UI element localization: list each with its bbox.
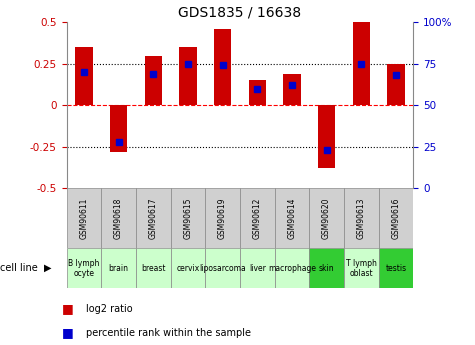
Bar [171, 188, 205, 248]
Text: GSM90615: GSM90615 [183, 197, 192, 239]
Text: GSM90612: GSM90612 [253, 198, 262, 239]
Text: ■: ■ [62, 326, 74, 339]
Text: breast: breast [141, 264, 165, 273]
Bar [205, 248, 240, 288]
Bar [179, 47, 197, 105]
Text: GSM90614: GSM90614 [287, 197, 296, 239]
Text: cell line  ▶: cell line ▶ [0, 263, 51, 273]
Text: liver: liver [249, 264, 266, 273]
Bar [275, 188, 309, 248]
Bar [75, 47, 93, 105]
Bar [171, 248, 205, 288]
Bar [344, 248, 379, 288]
Title: GDS1835 / 16638: GDS1835 / 16638 [178, 6, 302, 20]
Bar [205, 188, 240, 248]
Bar [309, 248, 344, 288]
Bar [144, 56, 162, 105]
Text: log2 ratio: log2 ratio [86, 304, 132, 314]
Bar [344, 188, 379, 248]
Bar [318, 105, 335, 168]
Bar [66, 248, 101, 288]
Bar [240, 248, 275, 288]
Text: GSM90619: GSM90619 [218, 197, 227, 239]
Bar [240, 188, 275, 248]
Bar [352, 22, 370, 105]
Text: GSM90613: GSM90613 [357, 197, 366, 239]
Bar [248, 80, 266, 105]
Text: GSM90618: GSM90618 [114, 198, 123, 239]
Text: T lymph
oblast: T lymph oblast [346, 258, 377, 278]
Bar [283, 74, 301, 105]
Text: cervix: cervix [176, 264, 200, 273]
Text: GSM90620: GSM90620 [322, 197, 331, 239]
Text: percentile rank within the sample: percentile rank within the sample [86, 328, 250, 338]
Bar [101, 248, 136, 288]
Bar [275, 248, 309, 288]
Text: testis: testis [385, 264, 407, 273]
Bar [101, 188, 136, 248]
Bar [214, 29, 231, 105]
Bar [110, 105, 127, 151]
Bar [136, 188, 171, 248]
Text: skin: skin [319, 264, 334, 273]
Bar [309, 188, 344, 248]
Bar [66, 188, 101, 248]
Bar [379, 248, 413, 288]
Text: ■: ■ [62, 302, 74, 315]
Text: macrophage: macrophage [268, 264, 316, 273]
Bar [136, 248, 171, 288]
Text: liposarcoma: liposarcoma [199, 264, 246, 273]
Bar [387, 64, 405, 105]
Text: GSM90611: GSM90611 [79, 198, 88, 239]
Text: GSM90617: GSM90617 [149, 197, 158, 239]
Bar [379, 188, 413, 248]
Text: B lymph
ocyte: B lymph ocyte [68, 258, 100, 278]
Text: brain: brain [108, 264, 129, 273]
Text: GSM90616: GSM90616 [391, 197, 400, 239]
